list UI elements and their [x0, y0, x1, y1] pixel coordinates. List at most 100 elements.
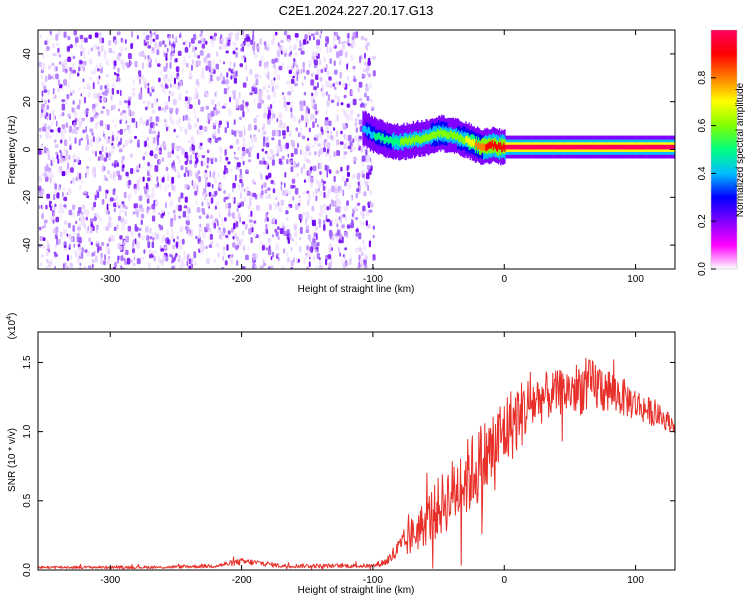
ridge-cell: [404, 136, 406, 144]
noise-cell: [108, 138, 113, 144]
noise-cell: [242, 110, 245, 118]
noise-cell: [306, 144, 309, 150]
ridge-cell: [374, 132, 376, 140]
noise-cell: [69, 67, 73, 72]
noise-cell: [79, 99, 81, 106]
noise-cell: [184, 160, 188, 165]
noise-cell: [196, 207, 201, 213]
noise-cell: [102, 106, 106, 110]
noise-cell: [168, 90, 171, 95]
noise-cell: [82, 48, 85, 55]
noise-cell: [151, 249, 155, 256]
snr-y-tick-label: 1.0: [22, 424, 33, 438]
noise-cell: [95, 240, 100, 244]
noise-cell: [210, 241, 214, 245]
ridge-cell: [391, 138, 394, 146]
noise-cell: [344, 124, 347, 130]
noise-cell: [106, 83, 110, 87]
noise-cell: [114, 39, 118, 45]
noise-cell: [232, 187, 234, 193]
noise-cell: [294, 187, 299, 195]
noise-cell: [141, 31, 146, 36]
noise-cell: [63, 128, 67, 134]
noise-cell: [274, 219, 278, 225]
noise-cell: [168, 192, 171, 197]
noise-cell: [155, 34, 159, 40]
noise-cell: [200, 106, 205, 112]
noise-cell: [61, 207, 64, 215]
noise-cell: [168, 95, 170, 102]
noise-cell: [205, 223, 210, 230]
ridge-cell: [462, 136, 464, 144]
noise-cell: [368, 73, 371, 78]
noise-cell: [101, 91, 106, 96]
noise-cell: [63, 228, 67, 235]
noise-cell: [98, 32, 103, 36]
noise-cell: [298, 73, 300, 79]
spectrogram-x-tick-label: -100: [363, 274, 383, 285]
ridge-cell: [377, 132, 379, 140]
noise-cell: [229, 145, 234, 149]
noise-cell: [190, 136, 194, 140]
noise-cell: [105, 177, 108, 182]
noise-cell: [240, 186, 244, 193]
ridge-cell: [403, 138, 405, 146]
noise-cell: [326, 37, 329, 45]
noise-cell: [144, 106, 148, 111]
noise-cell: [319, 170, 322, 175]
noise-cell: [262, 230, 266, 236]
noise-cell: [346, 224, 351, 229]
noise-cell: [235, 221, 239, 228]
ridge-cell: [427, 134, 429, 142]
noise-cell: [324, 164, 328, 171]
noise-cell: [370, 165, 373, 171]
noise-cell: [250, 210, 253, 217]
noise-cell: [55, 151, 59, 155]
noise-cell: [352, 42, 356, 48]
svg-text:(x104): (x104): [6, 313, 18, 340]
noise-cell: [52, 219, 55, 224]
noise-cell: [73, 30, 77, 36]
noise-cell: [78, 121, 82, 129]
colorbar-label: Normalized spectral amplitude: [735, 82, 746, 217]
noise-cell: [319, 34, 322, 39]
noise-cell: [269, 219, 273, 223]
noise-cell: [265, 142, 270, 148]
noise-cell: [226, 244, 229, 251]
snr-x-ticks: -300 -200 -100 0 100: [100, 332, 644, 586]
noise-cell: [147, 177, 151, 182]
noise-cell: [362, 68, 367, 73]
noise-cell: [187, 140, 191, 144]
noise-cell: [38, 175, 42, 182]
noise-cell: [173, 184, 176, 192]
noise-cell: [164, 185, 168, 192]
noise-cell: [146, 119, 149, 126]
noise-cell: [202, 211, 206, 215]
noise-cell: [194, 152, 199, 160]
ridge-cell: [549, 144, 551, 150]
ridge-cell: [671, 144, 673, 150]
noise-cell: [136, 242, 140, 249]
noise-cell: [197, 176, 202, 183]
noise-cell: [232, 74, 236, 79]
ridge-cell: [365, 126, 367, 134]
noise-cell: [225, 50, 229, 54]
noise-cell: [311, 73, 314, 78]
snr-x-tick-label: 0: [501, 575, 507, 586]
noise-cell: [249, 191, 252, 196]
noise-cell: [55, 226, 59, 234]
noise-cell: [121, 267, 125, 269]
noise-cell: [215, 242, 220, 248]
noise-cell: [293, 58, 296, 62]
ridge-cell: [586, 144, 588, 150]
snr-frame: [37, 331, 676, 571]
noise-cell: [350, 54, 354, 62]
noise-cell: [180, 165, 184, 171]
ridge-cell: [471, 139, 473, 146]
noise-cell: [98, 97, 100, 101]
noise-cell: [129, 153, 133, 158]
noise-cell: [198, 130, 203, 136]
noise-cell: [297, 132, 300, 138]
noise-cell: [343, 142, 348, 149]
noise-cell: [287, 191, 291, 196]
